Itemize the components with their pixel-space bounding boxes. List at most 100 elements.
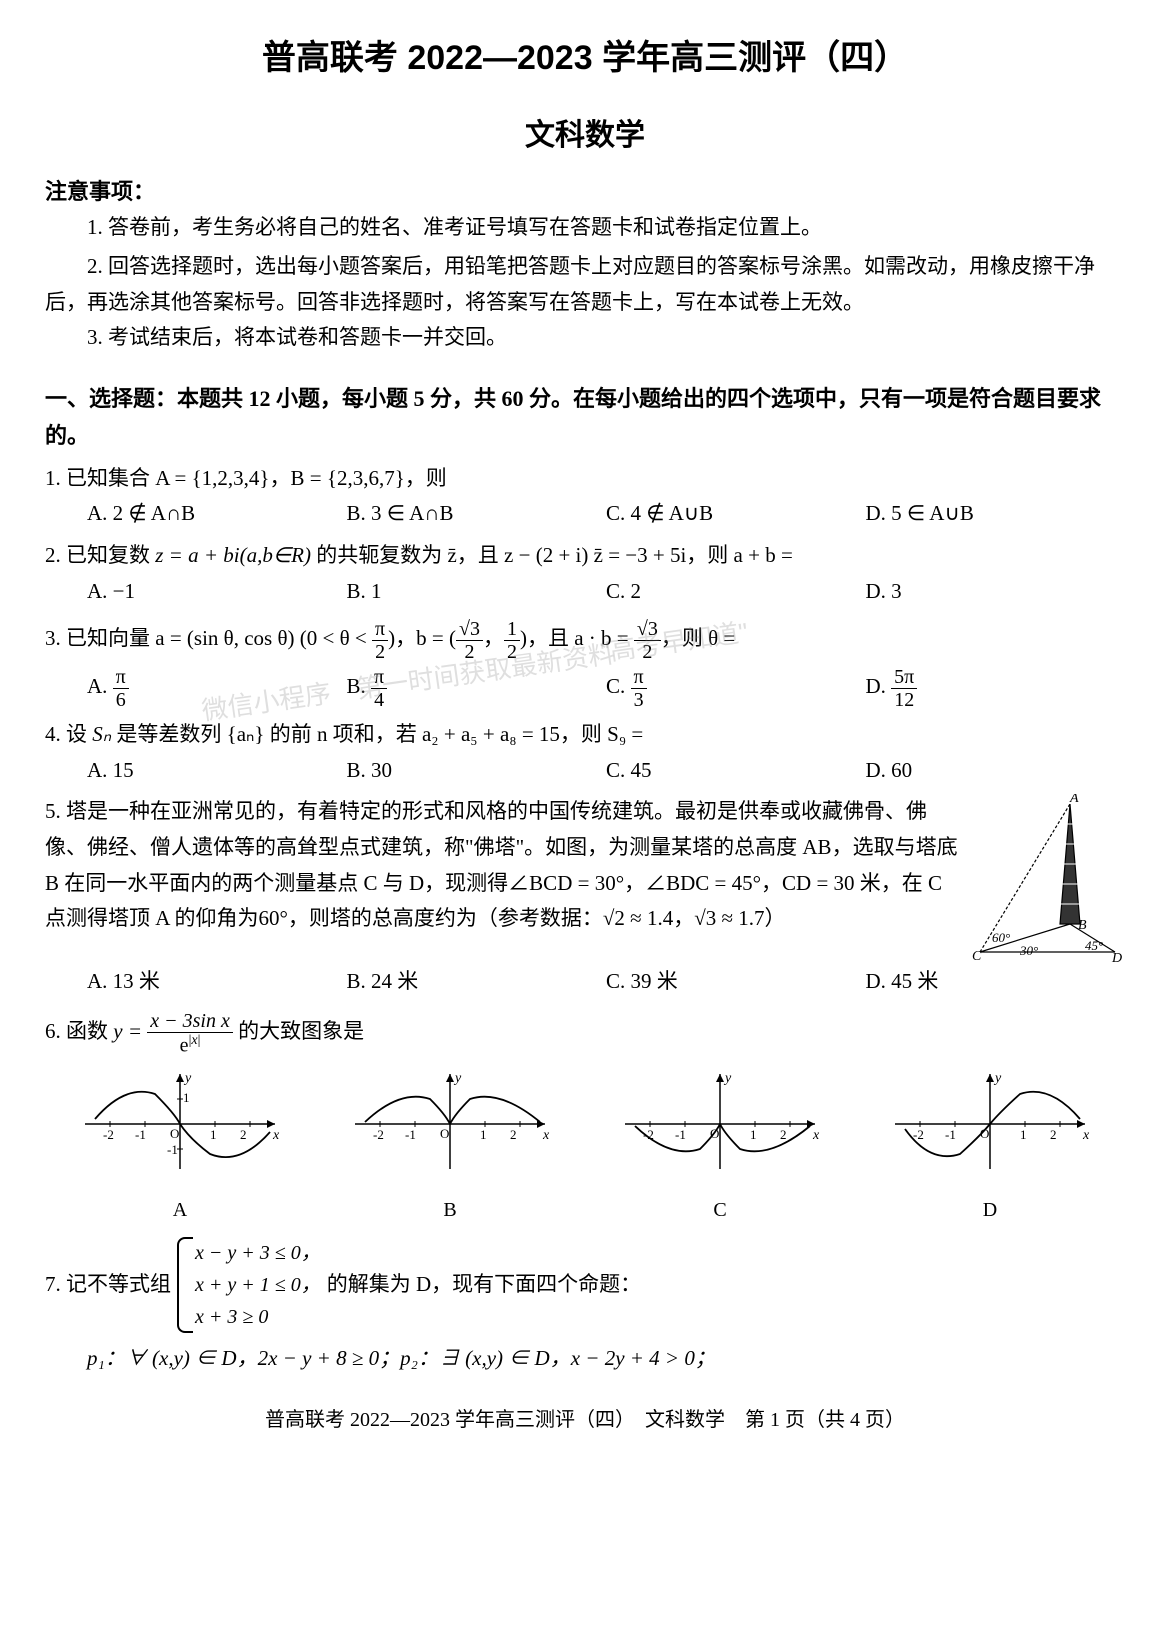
q3-b-label: B. (347, 674, 372, 698)
svg-text:O: O (440, 1126, 449, 1141)
q3-s32-num: √3 (456, 618, 483, 641)
svg-text:2: 2 (1050, 1127, 1057, 1142)
q3-post: ，则 θ = (661, 626, 735, 650)
q3-pi2-num: π (372, 618, 388, 641)
q7-line2: x + y + 1 ≤ 0， (195, 1269, 321, 1301)
q7-line1: x − y + 3 ≤ 0， (195, 1237, 321, 1269)
svg-text:y: y (993, 1071, 1002, 1086)
q2-opt-d: D. 3 (866, 574, 1126, 610)
q4-stem-b: 是等差数列 {aₙ} 的前 n 项和，若 a₂ + a₅ + a₈ = 15，则… (111, 722, 643, 746)
subject-title: 文科数学 (45, 110, 1125, 161)
q6-label-c: C (615, 1193, 825, 1227)
q3-c-den: 3 (631, 689, 647, 711)
question-3: 3. 已知向量 a = (sin θ, cos θ) (0 < θ < π2)，… (45, 615, 1125, 710)
svg-text:30°: 30° (1019, 943, 1038, 958)
q1-stem: 1. 已知集合 A = {1,2,3,4}，B = {2,3,6,7}，则 (45, 461, 1125, 497)
svg-text:1: 1 (1020, 1127, 1027, 1142)
q3-pi2-den: 2 (372, 641, 388, 663)
q3-half-den: 2 (504, 641, 520, 663)
svg-text:-1: -1 (675, 1127, 686, 1142)
q1-opt-d: D. 5 ∈ A∪B (866, 496, 1126, 532)
q6-yeq: y = (113, 1019, 147, 1043)
q4-stem-a: 4. 设 (45, 722, 92, 746)
svg-text:x: x (272, 1128, 280, 1143)
q2-opt-a: A. −1 (87, 574, 347, 610)
notice-item-1: 1. 答卷前，考生务必将自己的姓名、准考证号填写在答题卡和试卷指定位置上。 (45, 210, 1125, 246)
q3-mid2: ， (483, 626, 504, 650)
q1-opt-b: B. 3 ∈ A∩B (347, 496, 607, 532)
svg-text:A: A (1069, 794, 1079, 806)
q6-post: 的大致图象是 (233, 1019, 364, 1043)
q4-opt-c: C. 45 (606, 753, 866, 789)
q3-half-num: 1 (504, 618, 520, 641)
svg-text:60°: 60° (992, 930, 1010, 945)
q4-stem: 4. 设 Sₙ 是等差数列 {aₙ} 的前 n 项和，若 a₂ + a₅ + a… (45, 717, 1125, 753)
svg-text:y: y (183, 1071, 192, 1086)
q5-opt-d: D. 45 米 (866, 964, 1126, 1000)
svg-text:B: B (1078, 918, 1087, 933)
q3-c-label: C. (606, 674, 631, 698)
svg-text:2: 2 (240, 1127, 247, 1142)
q4-opt-b: B. 30 (347, 753, 607, 789)
q7-line3: x + 3 ≥ 0 (195, 1301, 321, 1333)
svg-text:45°: 45° (1085, 938, 1103, 953)
svg-text:1: 1 (750, 1127, 757, 1142)
q6-label-b: B (345, 1193, 555, 1227)
svg-text:-1: -1 (167, 1142, 178, 1157)
q3-opt-b: B. π4 (347, 663, 607, 711)
q3-mid3: )，且 a · b = (520, 626, 634, 650)
svg-text:1: 1 (480, 1127, 487, 1142)
q3-d-num: 5π (891, 666, 917, 689)
q3-b-den: 4 (371, 689, 387, 711)
svg-text:-2: -2 (103, 1127, 114, 1142)
svg-text:2: 2 (510, 1127, 517, 1142)
question-7: 7. 记不等式组 x − y + 3 ≤ 0， x + y + 1 ≤ 0， x… (45, 1237, 1125, 1377)
notice-item-3: 3. 考试结束后，将本试卷和答题卡一并交回。 (45, 320, 1125, 356)
page-footer: 普高联考 2022—2023 学年高三测评（四） 文科数学 第 1 页（共 4 … (45, 1403, 1125, 1437)
section-title: 一、选择题：本题共 12 小题，每小题 5 分，共 60 分。在每小题给出的四个… (45, 386, 1101, 448)
q4-opt-a: A. 15 (87, 753, 347, 789)
q7-p-line: p₁：∀ (x,y) ∈ D，2x − y + 8 ≥ 0；p₂：∃ (x,y)… (87, 1346, 716, 1370)
svg-text:y: y (723, 1071, 732, 1086)
svg-text:1: 1 (210, 1127, 217, 1142)
q3-c-num: π (631, 666, 647, 689)
q6-graph-d: y x -2 -1 O 1 2 D (885, 1064, 1095, 1227)
q2-opt-c: C. 2 (606, 574, 866, 610)
q4-sn: Sₙ (92, 722, 111, 746)
q3-opt-d: D. 5π12 (866, 663, 1126, 711)
main-title: 普高联考 2022—2023 学年高三测评（四） (45, 30, 1125, 88)
q5-stem: 5. 塔是一种在亚洲常见的，有着特定的形式和风格的中国传统建筑。最初是供奉或收藏… (45, 794, 962, 937)
q2-stem-a: 2. 已知复数 (45, 543, 155, 567)
q1-opt-c: C. 4 ∉ A∪B (606, 496, 866, 532)
q3-rhs-num: √3 (634, 618, 661, 641)
q3-rhs-den: 2 (634, 641, 661, 663)
q6-stem: 6. 函数 y = x − 3sin xe|x| 的大致图象是 (45, 1006, 1125, 1057)
svg-text:1: 1 (183, 1090, 190, 1105)
q3-mid: )，b = ( (388, 626, 456, 650)
svg-text:O: O (170, 1126, 179, 1141)
notice-item-2: 2. 回答选择题时，选出每小题答案后，用铅笔把答题卡上对应题目的答案标号涂黑。如… (45, 249, 1125, 320)
q3-s32-den: 2 (456, 641, 483, 663)
question-5: 5. 塔是一种在亚洲常见的，有着特定的形式和风格的中国传统建筑。最初是供奉或收藏… (45, 794, 1125, 1000)
svg-text:x: x (812, 1128, 820, 1143)
svg-text:y: y (453, 1071, 462, 1086)
notice-header: 注意事项： (45, 173, 1125, 210)
question-1: 1. 已知集合 A = {1,2,3,4}，B = {2,3,6,7}，则 A.… (45, 461, 1125, 532)
q1-opt-a: A. 2 ∉ A∩B (87, 496, 347, 532)
question-6: 6. 函数 y = x − 3sin xe|x| 的大致图象是 y x -2 -… (45, 1006, 1125, 1227)
q6-num: x − 3sin x (147, 1010, 233, 1033)
q7-post: 的解集为 D，现有下面四个命题： (327, 1267, 641, 1303)
q3-d-label: D. (866, 674, 892, 698)
svg-text:D: D (1111, 951, 1122, 964)
q3-b-num: π (371, 666, 387, 689)
q6-graph-c: y x -2 -1 O 1 2 C (615, 1064, 825, 1227)
q4-opt-d: D. 60 (866, 753, 1126, 789)
svg-text:-1: -1 (945, 1127, 956, 1142)
svg-text:2: 2 (780, 1127, 787, 1142)
svg-text:-1: -1 (135, 1127, 146, 1142)
q3-a-den: 6 (113, 689, 129, 711)
q6-graph-a: y x -2 -1 O 1 2 1 -1 A (75, 1064, 285, 1227)
q5-opt-c: C. 39 米 (606, 964, 866, 1000)
q2-opt-b: B. 1 (347, 574, 607, 610)
q3-a-label: A. (87, 674, 113, 698)
